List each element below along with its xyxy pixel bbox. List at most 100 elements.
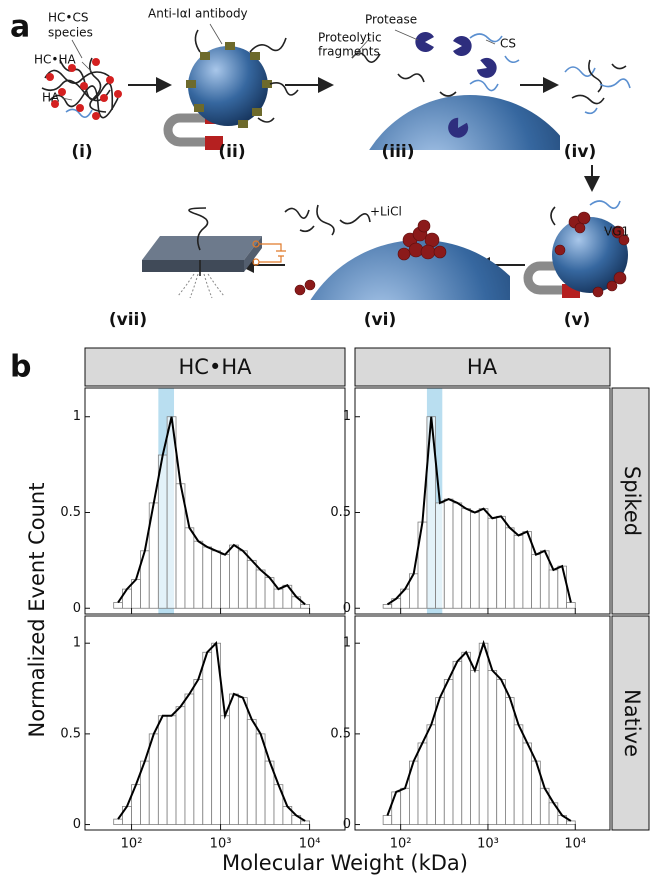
- bar: [549, 570, 558, 608]
- y-tick-label: 0: [343, 817, 351, 832]
- bar: [158, 455, 167, 608]
- step-label: (vi): [364, 310, 396, 330]
- y-tick-label: 0.5: [60, 505, 81, 520]
- bar: [212, 551, 221, 608]
- bar: [203, 652, 212, 824]
- bar: [149, 734, 158, 825]
- step-label: (iii): [381, 142, 414, 162]
- label-protease: Protease: [365, 13, 417, 27]
- bar: [247, 719, 256, 824]
- x-tick-label: 10⁴: [564, 837, 586, 852]
- bar: [479, 509, 488, 609]
- bar: [567, 821, 576, 825]
- bar: [229, 545, 238, 608]
- bar: [221, 555, 230, 609]
- label-fragments: fragments: [318, 45, 380, 59]
- label-cs: CS: [500, 37, 516, 51]
- bar: [401, 788, 410, 824]
- bar: [238, 551, 247, 608]
- y-axis-label: Normalized Event Count: [25, 483, 49, 738]
- bar: [418, 743, 427, 825]
- bead: [168, 24, 298, 150]
- y-tick-label: 1: [73, 409, 81, 424]
- bar: [444, 679, 453, 824]
- label-hc-cs: species: [48, 26, 93, 40]
- step-label: (v): [564, 310, 591, 330]
- y-tick-label: 0.5: [60, 726, 81, 741]
- step-label: (i): [71, 142, 92, 162]
- bar: [256, 734, 265, 825]
- x-axis-label: Molecular Weight (kDa): [222, 851, 468, 875]
- step-label: (ii): [218, 142, 245, 162]
- label-antibody: Anti-IαI antibody: [148, 7, 248, 21]
- bar: [462, 652, 471, 824]
- facet-label: HC•HA: [179, 355, 253, 379]
- bar: [383, 604, 392, 608]
- bar: [514, 535, 523, 608]
- bar: [453, 661, 462, 824]
- panel-label: b: [10, 350, 31, 385]
- x-tick-label: 10⁴: [299, 837, 321, 852]
- bar: [114, 819, 123, 824]
- y-tick-label: 0.5: [330, 726, 351, 741]
- bar: [567, 603, 576, 609]
- bar: [301, 821, 310, 825]
- bar: [470, 670, 479, 824]
- bar: [158, 716, 167, 825]
- y-tick-label: 0: [343, 601, 351, 616]
- bar: [470, 512, 479, 608]
- bar: [203, 547, 212, 608]
- y-tick-label: 1: [343, 636, 351, 651]
- label-licl: +LiCl: [370, 205, 402, 219]
- bar: [444, 499, 453, 608]
- bar: [238, 698, 247, 825]
- bar: [514, 725, 523, 825]
- bar: [247, 560, 256, 608]
- label-ha: HA: [42, 91, 60, 105]
- bar: [436, 503, 445, 608]
- panel-label: a: [10, 10, 30, 45]
- bar: [122, 806, 131, 824]
- bar: [114, 603, 123, 609]
- bar: [256, 570, 265, 608]
- step-label: (iv): [564, 142, 596, 162]
- y-tick-label: 0: [73, 817, 81, 832]
- bar: [505, 698, 514, 825]
- bar: [221, 716, 230, 825]
- nanopore: [142, 208, 286, 298]
- bar: [479, 643, 488, 824]
- label-vg1: VG1: [604, 225, 629, 239]
- bar: [453, 503, 462, 608]
- facet-label: Spiked: [620, 466, 644, 536]
- x-tick-label: 10³: [210, 837, 232, 852]
- bar: [558, 566, 567, 608]
- bar: [185, 528, 194, 608]
- bar: [436, 698, 445, 825]
- bar: [301, 604, 310, 608]
- bar: [497, 516, 506, 608]
- bar: [194, 679, 203, 824]
- bar: [274, 589, 283, 608]
- bar: [122, 589, 131, 608]
- label-hc-ha: HC•HA: [34, 53, 77, 67]
- bar: [497, 679, 506, 824]
- bar: [488, 518, 497, 608]
- x-tick-label: 10³: [477, 837, 499, 852]
- step-label: (vii): [109, 310, 147, 330]
- y-tick-label: 1: [73, 636, 81, 651]
- capture-bead: [528, 201, 629, 298]
- y-tick-label: 0: [73, 601, 81, 616]
- x-tick-label: 10²: [390, 837, 412, 852]
- figure: a HC•CS species HC•HA HA Anti-Iα: [0, 0, 650, 879]
- x-tick-label: 10²: [121, 837, 143, 852]
- bar: [176, 707, 185, 825]
- bar: [523, 532, 532, 609]
- bar: [532, 555, 541, 609]
- facet-label: HA: [467, 355, 498, 379]
- label-hc-cs: HC•CS: [48, 11, 88, 25]
- bar: [185, 694, 194, 825]
- bar: [505, 528, 514, 608]
- facet-label: Native: [620, 689, 644, 757]
- bar: [392, 792, 401, 825]
- fragments: [565, 60, 630, 113]
